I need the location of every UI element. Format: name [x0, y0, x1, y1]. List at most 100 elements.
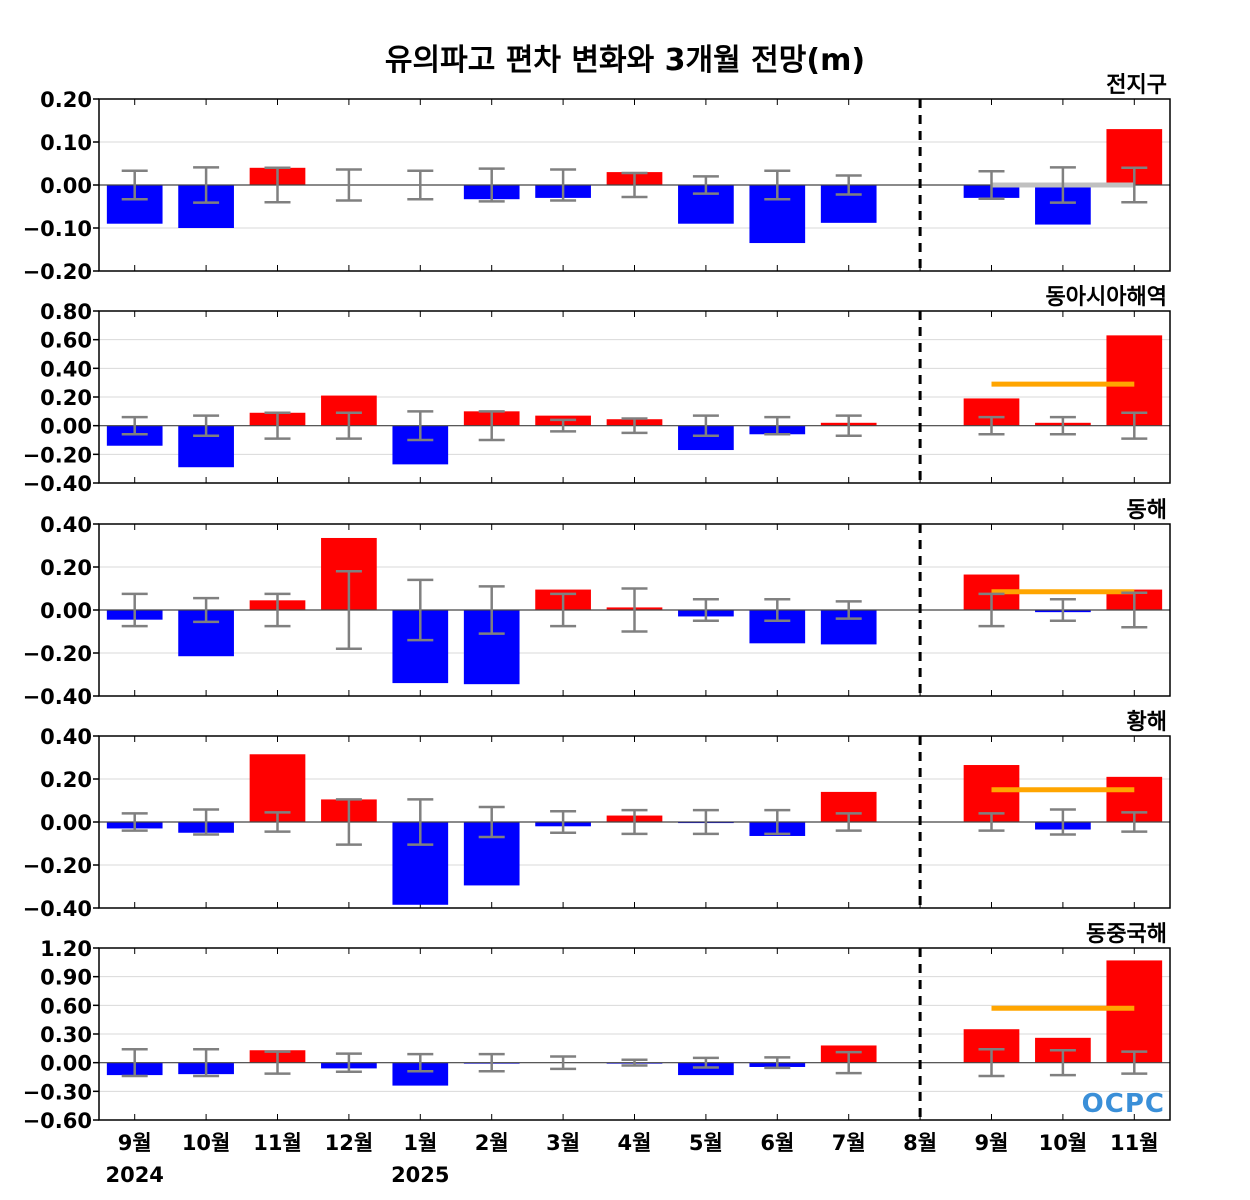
y-tick-label: 0.20 [40, 768, 92, 792]
error-bar-11월 [1121, 811, 1148, 833]
error-bar-9월 [978, 592, 1005, 628]
y-tick-label: 0.40 [40, 513, 92, 537]
bar-11월 [249, 754, 306, 822]
x-tick-label: 6월 [760, 1131, 794, 1155]
y-tick-label: 0.30 [40, 1023, 92, 1047]
y-tick-label: −0.40 [23, 897, 92, 921]
y-tick-label: −0.20 [23, 642, 92, 666]
error-bar-10월 [193, 414, 220, 437]
bar-9월 [106, 425, 163, 446]
y-tick-label: 0.90 [40, 966, 92, 990]
error-bar-3월 [550, 810, 577, 834]
error-bar-2월 [478, 167, 505, 203]
error-bar-9월 [121, 415, 148, 436]
error-bar-9월 [121, 812, 148, 832]
y-tick-label: 0.00 [40, 1052, 92, 1076]
y-tick-label: −0.40 [23, 685, 92, 709]
error-bar-11월 [264, 166, 291, 204]
error-bar-7월 [835, 174, 862, 196]
x-tick-label: 3월 [546, 1131, 580, 1155]
error-bar-9월 [978, 169, 1005, 201]
error-bar-7월 [835, 600, 862, 620]
x-tick-label: 10월 [1039, 1131, 1088, 1155]
panel-frame [98, 735, 1171, 909]
bar-11월 [1106, 960, 1163, 1063]
error-bar-5월 [692, 414, 719, 437]
x-tick-label: 5월 [689, 1131, 723, 1155]
y-tick-label: 0.00 [40, 415, 92, 439]
error-bar-2월 [478, 410, 505, 442]
region-label: 동아시아해역 [1046, 285, 1167, 310]
x-tick-label: 11월 [1110, 1131, 1159, 1155]
y-tick-label: 1.20 [40, 937, 92, 961]
error-bar-2월 [478, 1052, 505, 1073]
chart-panels: 0.20 0.10 0.00 −0.10 −0.20 전지구 0.80 0.60 0.40 0.2… [23, 73, 1171, 1133]
y-tick-label: −0.20 [23, 443, 92, 467]
error-bar-11월 [1121, 591, 1148, 629]
error-bar-1월 [407, 578, 434, 642]
error-bar-10월 [193, 808, 220, 836]
error-bar-4월 [621, 808, 648, 836]
error-bar-3월 [550, 418, 577, 433]
y-tick-label: 0.00 [40, 174, 92, 198]
region-label: 황해 [1127, 710, 1167, 735]
y-tick-label: 0.40 [40, 725, 92, 749]
y-tick-label: −0.60 [23, 1109, 92, 1133]
region-label: 전지구 [1106, 73, 1167, 98]
error-bar-3월 [550, 592, 577, 628]
region-label: 동중국해 [1086, 922, 1167, 947]
x-tick-label: 9월 [118, 1131, 152, 1155]
error-bar-10월 [1049, 808, 1076, 836]
y-tick-label: −0.30 [23, 1080, 92, 1104]
error-bar-10월 [1049, 1048, 1076, 1077]
panel-3: 0.40 0.20 0.00 −0.20 −0.40 동해 [23, 498, 1171, 709]
error-bar-10월 [1049, 598, 1076, 622]
panel-5: 1.20 0.90 0.60 0.30 0.00 −0.30 −0.60 동중국해 [23, 922, 1171, 1133]
error-bar-7월 [835, 1050, 862, 1075]
y-tick-label: 0.80 [40, 300, 92, 324]
y-tick-label: 0.00 [40, 599, 92, 623]
error-bar-4월 [621, 1058, 648, 1067]
error-bar-10월 [1049, 415, 1076, 436]
region-label: 동해 [1127, 498, 1167, 523]
y-tick-label: 0.10 [40, 131, 92, 155]
error-bar-2월 [478, 805, 505, 839]
error-bar-2월 [478, 585, 505, 635]
error-bar-5월 [692, 1056, 719, 1069]
bar-11월 [1106, 335, 1163, 426]
error-bar-12월 [335, 168, 362, 202]
error-bar-11월 [264, 811, 291, 833]
error-bar-6월 [764, 1056, 791, 1070]
error-bar-5월 [692, 598, 719, 622]
error-bar-10월 [193, 166, 220, 204]
error-bar-11월 [1121, 166, 1148, 204]
error-bar-10월 [1049, 166, 1076, 204]
error-bar-7월 [835, 414, 862, 437]
x-tick-label: 9월 [975, 1131, 1009, 1155]
error-bar-11월 [264, 411, 291, 440]
error-bar-10월 [193, 1048, 220, 1078]
error-bar-11월 [264, 1050, 291, 1075]
error-bar-9월 [121, 169, 148, 201]
x-axis-labels: 9월 10월 11월 12월 1월 2월 3월 4월 5월 6월 7월 8월 9월 10월 11월 2024 2… [105, 1131, 1158, 1187]
y-tick-label: 0.60 [40, 994, 92, 1018]
error-bar-10월 [193, 596, 220, 624]
year-label: 2024 [105, 1163, 163, 1187]
panel-frame [98, 947, 1171, 1121]
panel-2: 0.80 0.60 0.40 0.20 0.00 −0.20 −0.40 동아시아해역 [23, 285, 1171, 496]
x-tick-label: 8월 [903, 1131, 937, 1155]
y-tick-label: 0.20 [40, 556, 92, 580]
y-tick-label: −0.20 [23, 260, 92, 284]
error-bar-1월 [407, 1052, 434, 1073]
ocpc-logo: OCPC [1082, 1089, 1165, 1119]
error-bar-6월 [764, 808, 791, 836]
error-bar-3월 [550, 1055, 577, 1071]
y-tick-label: 0.60 [40, 329, 92, 353]
x-tick-label: 10월 [182, 1131, 231, 1155]
y-tick-label: 0.20 [40, 88, 92, 112]
y-tick-label: −0.10 [23, 217, 92, 241]
error-bar-4월 [621, 171, 648, 199]
error-bar-12월 [335, 411, 362, 440]
error-bar-3월 [550, 168, 577, 202]
